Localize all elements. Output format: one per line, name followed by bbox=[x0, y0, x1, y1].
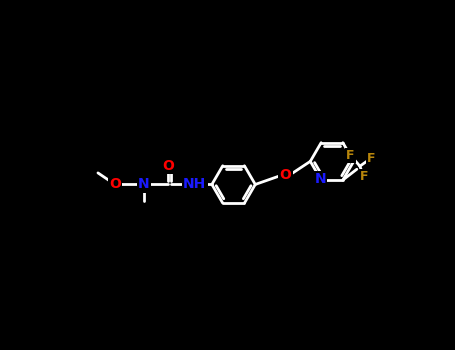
Text: N: N bbox=[314, 172, 326, 186]
Text: O: O bbox=[109, 177, 121, 191]
Text: F: F bbox=[366, 152, 375, 165]
Text: F: F bbox=[359, 170, 368, 183]
Text: O: O bbox=[162, 159, 174, 173]
Text: O: O bbox=[279, 168, 292, 182]
Text: NH: NH bbox=[183, 177, 207, 191]
Text: F: F bbox=[346, 149, 355, 162]
Text: N: N bbox=[138, 177, 150, 191]
